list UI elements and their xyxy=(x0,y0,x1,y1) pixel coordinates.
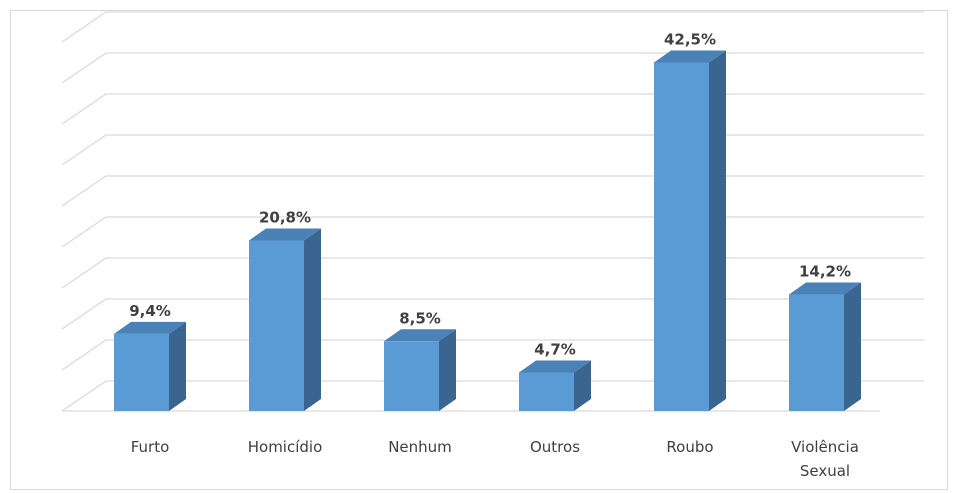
bar-side xyxy=(709,50,726,411)
bar-top xyxy=(789,282,861,295)
bar xyxy=(384,341,439,411)
category-label-line: Roubo xyxy=(666,438,713,456)
bar-side xyxy=(169,321,186,411)
category-label-line: Sexual xyxy=(800,462,850,480)
category-label-line: Outros xyxy=(530,438,580,456)
gridline-diagonal xyxy=(61,134,107,166)
data-label: 14,2% xyxy=(799,263,851,281)
category-label-line: Violência xyxy=(791,438,859,456)
category-label: Outros xyxy=(530,438,580,456)
bar xyxy=(654,62,709,411)
gridline-diagonal xyxy=(61,380,107,412)
category-label: Furto xyxy=(131,438,170,456)
gridline-diagonal xyxy=(61,339,107,371)
gridline-diagonal xyxy=(61,93,107,125)
category-label-line: Nenhum xyxy=(388,438,452,456)
bar-top xyxy=(654,50,726,63)
data-label: 9,4% xyxy=(129,302,171,320)
gridline-diagonal xyxy=(61,298,107,330)
bar xyxy=(519,372,574,411)
data-label: 4,7% xyxy=(534,340,576,358)
bar xyxy=(249,240,304,411)
bar-top xyxy=(519,360,591,373)
bar-side xyxy=(304,228,321,411)
category-label: Nenhum xyxy=(388,438,452,456)
bar-side xyxy=(844,282,861,411)
bar-top xyxy=(249,228,321,241)
category-label: Violência Sexual xyxy=(791,438,859,480)
gridline-diagonal xyxy=(61,175,107,207)
data-label: 20,8% xyxy=(259,208,311,226)
category-label: Homicídio xyxy=(248,438,323,456)
gridline-diagonal xyxy=(61,52,107,84)
bar xyxy=(114,333,169,411)
gridline-diagonal xyxy=(61,216,107,248)
bar-side xyxy=(574,360,591,411)
category-label-line: Homicídio xyxy=(248,438,323,456)
bar-side xyxy=(439,329,456,411)
category-label: Roubo xyxy=(666,438,713,456)
bar-top xyxy=(114,321,186,334)
category-label-line: Furto xyxy=(131,438,170,456)
gridline-diagonal xyxy=(61,11,107,43)
data-label: 42,5% xyxy=(664,31,716,49)
bar xyxy=(789,294,844,411)
gridline-diagonal xyxy=(61,257,107,289)
bar-top xyxy=(384,329,456,342)
data-label: 8,5% xyxy=(399,309,441,327)
